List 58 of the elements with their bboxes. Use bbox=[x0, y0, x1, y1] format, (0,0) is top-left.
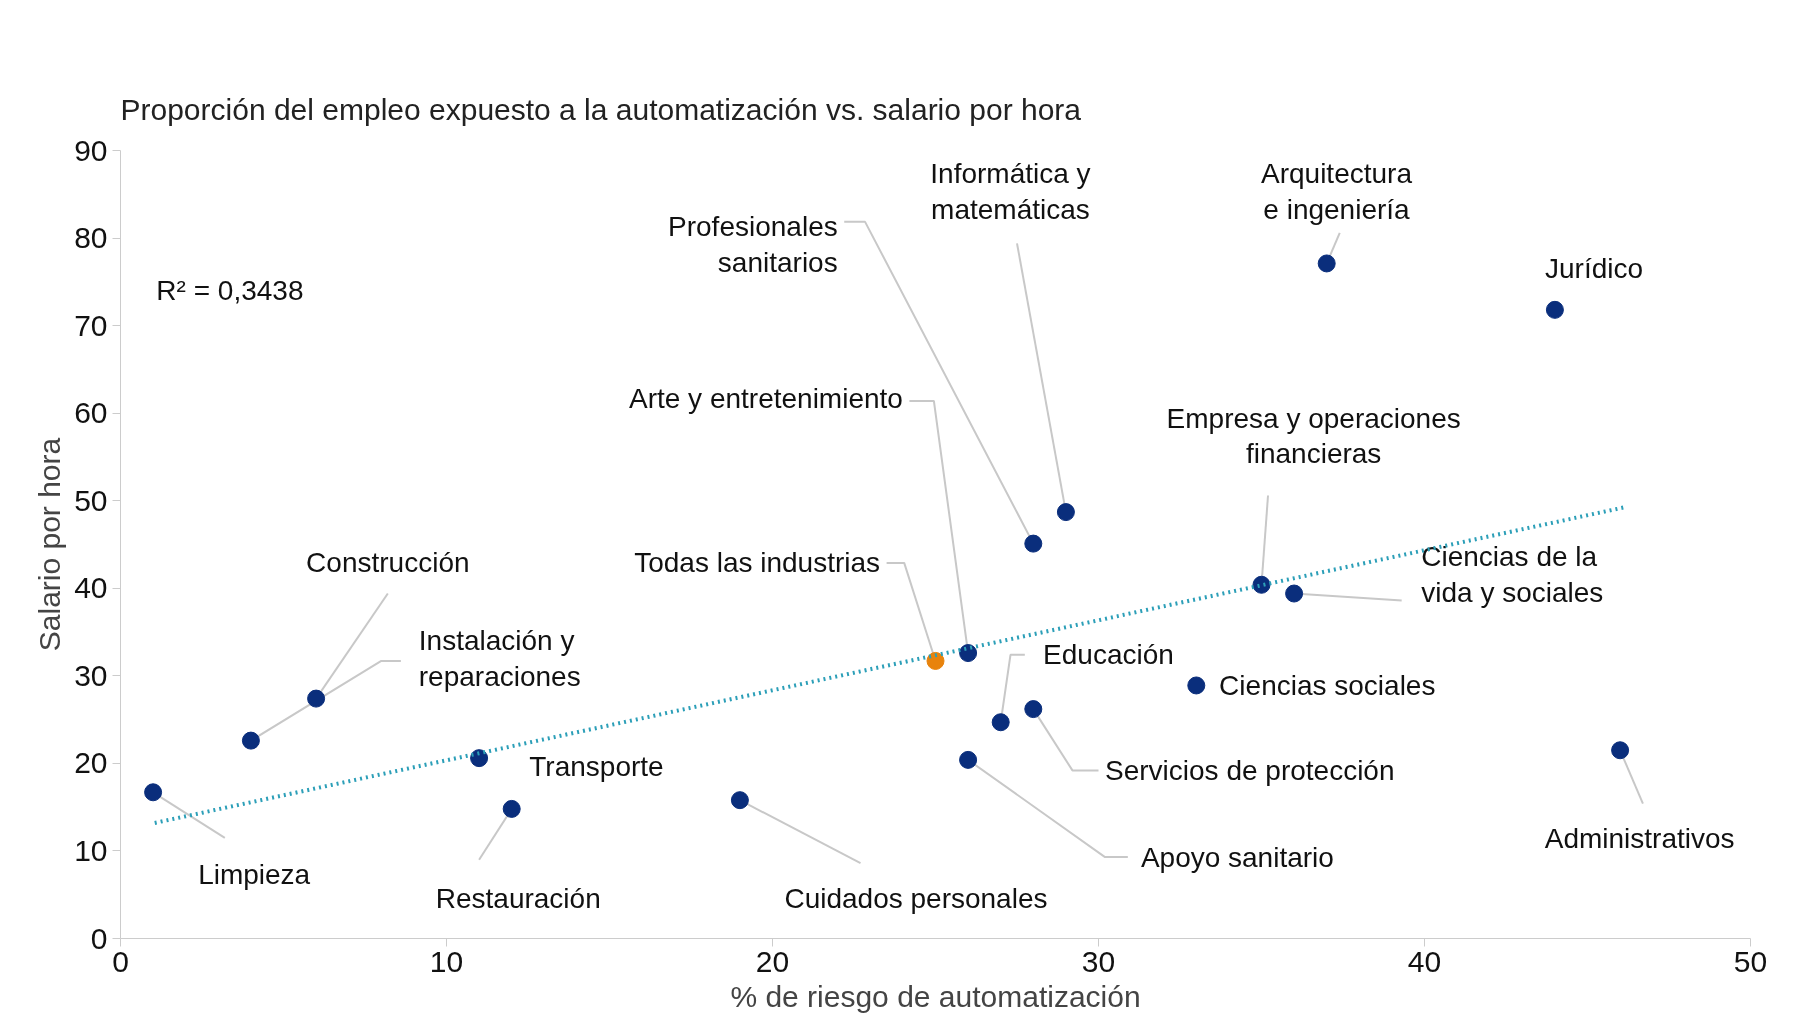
annotation: Educación bbox=[1043, 639, 1174, 671]
point bbox=[1285, 584, 1304, 603]
y-tick-label: 40 bbox=[74, 571, 108, 605]
point bbox=[1545, 300, 1564, 319]
x-tick-label: 10 bbox=[429, 944, 464, 978]
point bbox=[1024, 534, 1043, 553]
annotation: Servicios de protección bbox=[1105, 754, 1395, 786]
annotation: Arte y entretenimiento bbox=[628, 382, 903, 414]
x-tick-label: 30 bbox=[1081, 944, 1116, 978]
y-tick-label: 60 bbox=[74, 396, 108, 430]
annotation: Todas las industrias bbox=[634, 547, 881, 579]
point bbox=[307, 689, 326, 708]
annotation: Profesionales sanitarios bbox=[668, 210, 838, 278]
point bbox=[926, 651, 945, 670]
y-axis-title: Salario por hora bbox=[33, 437, 67, 652]
point bbox=[1317, 254, 1336, 273]
annotation: Informática y matemáticas bbox=[930, 158, 1091, 225]
point bbox=[1056, 503, 1075, 522]
annotation: Empresa y operaciones financieras bbox=[1166, 402, 1461, 470]
point bbox=[1187, 676, 1206, 695]
x-tick-label: 40 bbox=[1407, 944, 1442, 978]
y-tick-label: 20 bbox=[74, 746, 108, 780]
annotation: Ciencias de la vida y sociales bbox=[1421, 540, 1604, 608]
x-tick-label: 20 bbox=[755, 944, 790, 978]
annotation: Transporte bbox=[529, 750, 664, 782]
point bbox=[470, 749, 489, 768]
x-tick-label: 0 bbox=[112, 944, 129, 978]
annotation: Restauración bbox=[435, 882, 601, 914]
y-tick-label: 10 bbox=[74, 833, 108, 867]
annotation: Ciencias sociales bbox=[1219, 669, 1436, 701]
x-tick-label: 50 bbox=[1733, 944, 1768, 978]
point bbox=[1611, 741, 1630, 760]
point bbox=[502, 799, 521, 818]
annotation: Apoyo sanitario bbox=[1140, 841, 1334, 873]
annotation: R² = 0,3438 bbox=[156, 275, 304, 307]
y-tick-label: 0 bbox=[90, 921, 108, 955]
point bbox=[959, 644, 978, 663]
point bbox=[241, 731, 260, 750]
y-tick-label: 50 bbox=[74, 483, 108, 517]
annotation: Jurídico bbox=[1545, 253, 1644, 285]
annotation: Arquitectura e ingeniería bbox=[1261, 158, 1413, 225]
y-tick-label: 70 bbox=[74, 308, 108, 342]
y-tick-label: 90 bbox=[74, 133, 108, 167]
annotation: Instalación y reparaciones bbox=[418, 625, 581, 692]
point bbox=[730, 791, 749, 810]
chart-title: Proporción del empleo expuesto a la automatización vs. salario por hora bbox=[120, 92, 1082, 126]
point bbox=[959, 750, 978, 769]
y-tick-label: 30 bbox=[74, 658, 108, 692]
point bbox=[1024, 700, 1043, 719]
annotation: Limpieza bbox=[198, 859, 311, 891]
x-axis-title: % de riesgo de automatización bbox=[730, 979, 1141, 1013]
point bbox=[991, 713, 1010, 732]
annotation: Cuidados personales bbox=[784, 882, 1048, 914]
point bbox=[1252, 575, 1271, 594]
annotation: Construcción bbox=[306, 546, 470, 578]
annotation: Administrativos bbox=[1544, 823, 1735, 855]
point bbox=[144, 783, 163, 802]
y-tick-label: 80 bbox=[74, 221, 108, 255]
